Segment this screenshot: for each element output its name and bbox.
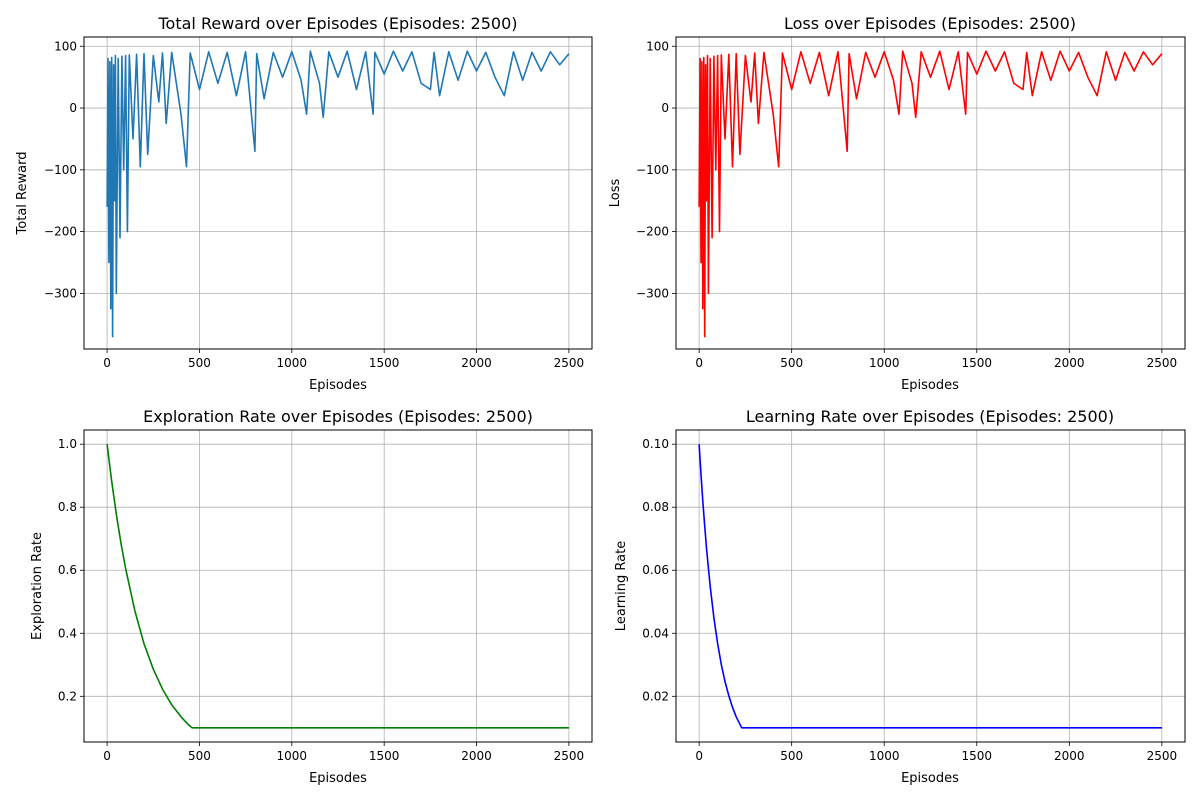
chart-title: Loss over Episodes (Episodes: 2500): [784, 14, 1076, 33]
x-tick-label: 0: [695, 356, 703, 370]
series-line: [106, 50, 570, 338]
x-tick-label: 1500: [961, 356, 992, 370]
y-axis-label: Exploration Rate: [30, 532, 45, 640]
axes-frame: [83, 36, 593, 350]
x-tick-label: 500: [780, 356, 803, 370]
x-tick-label: 2000: [1054, 749, 1085, 763]
y-tick-label: 0.06: [642, 563, 669, 577]
y-tick-label: 0.6: [58, 563, 77, 577]
x-tick-label: 0: [695, 749, 703, 763]
y-tick-label: 0.4: [58, 626, 77, 640]
axes-frame: [83, 429, 593, 743]
y-tick-label: −300: [44, 286, 77, 300]
y-tick-label: 0: [661, 101, 669, 115]
x-tick-label: 2500: [1147, 749, 1178, 763]
y-tick-label: 100: [646, 39, 669, 53]
chart-title: Total Reward over Episodes (Episodes: 25…: [158, 14, 518, 33]
loss-chart: Loss over Episodes (Episodes: 2500) Epis…: [608, 14, 1186, 393]
x-tick-label: 2000: [461, 356, 492, 370]
x-tick-label: 1000: [277, 356, 308, 370]
x-tick-label: 500: [188, 749, 211, 763]
y-axis-label: Learning Rate: [614, 541, 629, 631]
x-tick-label: 0: [103, 749, 111, 763]
y-tick-label: −300: [636, 286, 669, 300]
x-axis-label: Episodes: [309, 378, 367, 393]
y-tick-label: −200: [636, 225, 669, 239]
x-tick-label: 1500: [961, 749, 992, 763]
x-tick-label: 500: [780, 749, 803, 763]
x-tick-label: 2000: [1054, 356, 1085, 370]
x-tick-label: 2500: [1147, 356, 1178, 370]
axes-frame: [675, 36, 1186, 350]
x-tick-label: 500: [188, 356, 211, 370]
chart-title: Exploration Rate over Episodes (Episodes…: [143, 407, 533, 426]
series-line: [698, 50, 1163, 338]
x-tick-label: 1000: [277, 749, 308, 763]
x-tick-label: 2500: [554, 749, 585, 763]
y-tick-label: 0: [69, 101, 77, 115]
y-tick-label: 1.0: [58, 437, 77, 451]
x-axis-label: Episodes: [901, 771, 959, 786]
x-tick-label: 2500: [554, 356, 585, 370]
x-tick-label: 1500: [369, 356, 400, 370]
y-tick-label: 0.02: [642, 689, 669, 703]
x-tick-label: 1000: [869, 356, 900, 370]
x-tick-label: 2000: [461, 749, 492, 763]
series-line: [106, 444, 569, 729]
reward-chart: Total Reward over Episodes (Episodes: 25…: [15, 14, 593, 393]
x-tick-label: 1500: [369, 749, 400, 763]
y-tick-label: 0.2: [58, 689, 77, 703]
x-axis-label: Episodes: [309, 771, 367, 786]
y-axis-label: Total Reward: [15, 152, 30, 236]
y-tick-label: 0.8: [58, 500, 77, 514]
exploration-rate-chart: Exploration Rate over Episodes (Episodes…: [30, 407, 593, 786]
y-tick-label: 0.08: [642, 500, 669, 514]
learning-rate-chart: Learning Rate over Episodes (Episodes: 2…: [614, 407, 1186, 786]
y-axis-label: Loss: [608, 179, 623, 208]
y-tick-label: −200: [44, 225, 77, 239]
axes-frame: [675, 429, 1186, 743]
x-tick-label: 1000: [869, 749, 900, 763]
x-tick-label: 0: [103, 356, 111, 370]
x-axis-label: Episodes: [901, 378, 959, 393]
chart-title: Learning Rate over Episodes (Episodes: 2…: [746, 407, 1114, 426]
y-tick-label: −100: [44, 163, 77, 177]
y-tick-label: −100: [636, 163, 669, 177]
y-tick-label: 100: [54, 39, 77, 53]
series-line: [698, 444, 1162, 729]
y-tick-label: 0.10: [642, 437, 669, 451]
y-tick-label: 0.04: [642, 626, 669, 640]
